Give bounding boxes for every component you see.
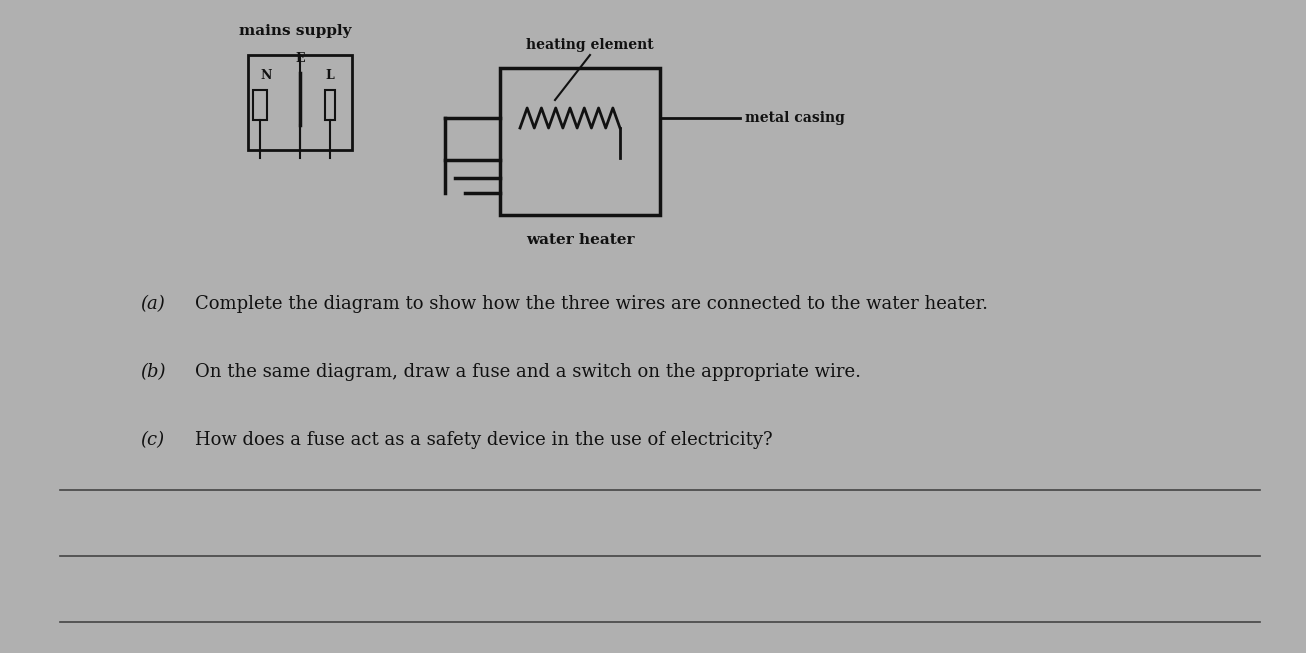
Text: L: L <box>325 69 334 82</box>
Bar <box>248 55 353 150</box>
Text: How does a fuse act as a safety device in the use of electricity?: How does a fuse act as a safety device i… <box>195 431 773 449</box>
Text: (c): (c) <box>140 431 165 449</box>
Text: N: N <box>260 69 272 82</box>
Bar <box>325 90 336 120</box>
Text: (b): (b) <box>140 363 166 381</box>
Text: E: E <box>295 52 304 65</box>
Text: On the same diagram, draw a fuse and a switch on the appropriate wire.: On the same diagram, draw a fuse and a s… <box>195 363 861 381</box>
Bar <box>253 90 266 120</box>
Text: mains supply: mains supply <box>239 24 351 38</box>
Text: (a): (a) <box>140 295 165 313</box>
Text: water heater: water heater <box>526 233 635 247</box>
Bar <box>500 68 660 215</box>
Text: Complete the diagram to show how the three wires are connected to the water heat: Complete the diagram to show how the thr… <box>195 295 989 313</box>
Text: heating element: heating element <box>526 38 654 52</box>
Text: metal casing: metal casing <box>744 111 845 125</box>
